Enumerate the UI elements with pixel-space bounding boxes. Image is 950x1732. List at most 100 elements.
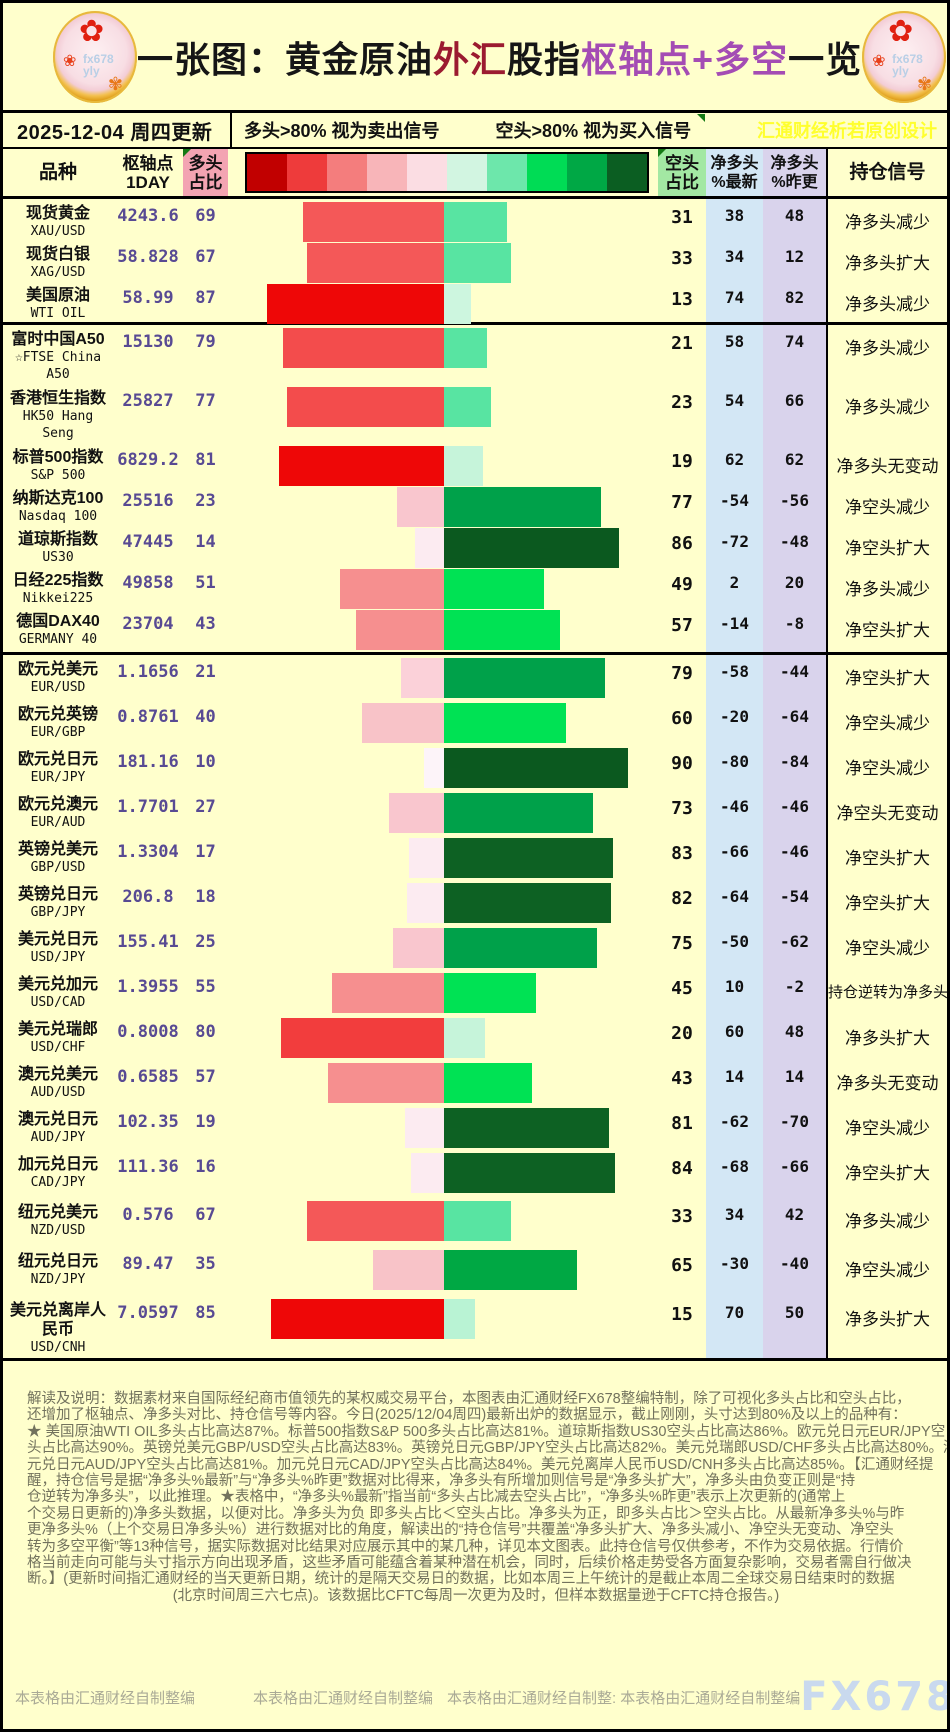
symbol-cell: 纽元兑美元 NZD/USD [3, 1198, 113, 1247]
table-row: 欧元兑英镑 EUR/GBP 0.8761 40 60 -20 -64 净空头减少 [3, 700, 947, 745]
fx678-watermark: FX678 [800, 1674, 950, 1720]
short-pct-value: 15 [671, 1304, 693, 1325]
symbol-cell: 现货黄金 XAU/USD [3, 199, 113, 240]
short-bar-segment [444, 569, 544, 609]
long-short-bar [228, 443, 658, 486]
pivot-value: 181.16 [117, 752, 179, 772]
short-pct-value: 49 [671, 574, 693, 595]
table-credit-text: 本表格由汇通财经自制整编 [253, 1689, 434, 1707]
net-long-latest-value: 58 [706, 325, 763, 384]
long-pct-value: 10 [195, 752, 216, 772]
net-long-previous-value: -56 [763, 484, 826, 525]
short-bar-segment [444, 446, 483, 486]
symbol-code: AUD/JPY [30, 1130, 86, 1145]
long-pct-value: 67 [195, 247, 216, 267]
legend-swatch [447, 154, 487, 191]
net-long-latest-value: -46 [706, 790, 763, 835]
long-short-bar [228, 281, 658, 324]
long-short-bar [228, 1247, 658, 1296]
long-short-bar [228, 700, 658, 745]
net-long-latest-value: 38 [706, 199, 763, 240]
table-row: 纽元兑美元 NZD/USD 0.576 67 33 34 42 净多头减少 [3, 1198, 947, 1247]
symbol-name-cn: 欧元兑日元 [17, 751, 98, 768]
position-signal: 净多头减少 [826, 384, 947, 443]
table-row: 英镑兑美元 GBP/USD 1.3304 17 83 -66 -46 净空头扩大 [3, 835, 947, 880]
net-long-previous-value: -8 [763, 607, 826, 652]
table-row: 纳斯达克100 Nasdaq 100 25516 23 77 -54 -56 净空头减少 [3, 484, 947, 527]
symbol-cell: 加元兑日元 CAD/JPY [3, 1150, 113, 1198]
symbol-name-cn: 现货白银 [25, 246, 90, 263]
excel-note-triangle-icon [697, 114, 706, 122]
short-bar-segment [444, 973, 536, 1013]
table-credit-text: 本表格由汇通财经自制整编 [15, 1689, 196, 1707]
short-pct-value: 75 [671, 933, 693, 954]
long-bar-segment [303, 202, 444, 242]
symbol-code: EUR/GBP [30, 725, 86, 740]
symbol-cell: 欧元兑澳元 EUR/AUD [3, 790, 113, 835]
pivot-value: 206.8 [122, 887, 174, 907]
short-bar-segment [444, 1153, 616, 1193]
position-signal: 净多头减少 [826, 566, 947, 607]
net-long-latest-value: 10 [706, 970, 763, 1015]
symbol-name-cn: 德国DAX40 [16, 613, 100, 630]
long-short-bar [228, 1198, 658, 1247]
short-bar-segment [444, 928, 597, 968]
legend-swatch [487, 154, 527, 191]
long-pct-value: 43 [195, 614, 216, 634]
table-credit-text: 本表格由汇通财经自制整: [447, 1689, 617, 1707]
symbol-name-cn: 纳斯达克100 [12, 490, 104, 507]
pivot-value: 58.99 [122, 288, 174, 308]
symbol-code: Nasdaq 100 [18, 509, 98, 524]
long-pct-value: 23 [195, 491, 216, 511]
pivot-value: 47445 [122, 532, 174, 552]
col-header-short-pct: 空头 占比 [658, 149, 706, 196]
pivot-value: 0.576 [122, 1205, 174, 1225]
pivot-value: 102.35 [117, 1112, 179, 1132]
title-bar: ✿ ❀ ✾ fx678 yly 一张图：黄金原油外汇股指枢轴点+多空一览 ✿ ❀ … [3, 3, 947, 113]
pivot-value: 25516 [122, 491, 174, 511]
col-header-net-previous: 净多头 %昨更 [763, 149, 826, 196]
explanation-line: 元兑日元AUD/JPY空头占比高达81%。加元兑日元CAD/JPY空头占比高达8… [27, 1456, 934, 1473]
flower-icon: ✿ [79, 14, 105, 48]
table-row: 英镑兑日元 GBP/JPY 206.8 18 82 -64 -54 净空头扩大 [3, 880, 947, 925]
legend-swatch [407, 154, 447, 191]
pivot-value: 49858 [122, 573, 174, 593]
long-pct-value: 17 [195, 842, 216, 862]
position-signal: 净空头减少 [826, 484, 947, 525]
net-long-previous-value: -44 [763, 655, 826, 700]
short-bar-segment [444, 487, 602, 527]
position-signal: 净多头减少 [826, 281, 947, 322]
position-signal: 净空头扩大 [826, 1150, 947, 1198]
excel-note-triangle-icon [183, 149, 191, 157]
long-bar-segment [307, 243, 444, 283]
symbol-name-cn: 英镑兑日元 [17, 886, 98, 903]
short-bar-segment [444, 883, 612, 923]
net-long-previous-value: 48 [763, 1015, 826, 1060]
position-signal: 净空头无变动 [826, 790, 947, 835]
long-pct-value: 16 [195, 1157, 216, 1177]
long-pct-value: 14 [195, 532, 216, 552]
symbol-cell: 标普500指数 S&P 500 [3, 443, 113, 484]
long-bar-segment [409, 838, 444, 878]
short-pct-value: 13 [671, 289, 693, 310]
short-pct-value: 81 [671, 1113, 693, 1134]
symbol-code: USD/CNH [30, 1340, 86, 1355]
color-scale-strip [245, 152, 649, 193]
net-long-previous-value: 20 [763, 566, 826, 607]
long-bar-segment [423, 748, 444, 788]
page-title: 一张图：黄金原油外汇股指枢轴点+多空一览 [137, 31, 862, 83]
net-long-latest-value: -64 [706, 880, 763, 925]
short-pct-value: 33 [671, 1206, 693, 1227]
table-row: 标普500指数 S&P 500 6829.2 81 19 62 62 净多头无变动 [3, 443, 947, 486]
position-signal: 净空头减少 [826, 745, 947, 790]
pivot-value: 1.3955 [117, 977, 179, 997]
pivot-value: 58.828 [117, 247, 179, 267]
title-segment: 一张图：黄金原油 [137, 38, 434, 80]
short-bar-segment [444, 1018, 485, 1058]
short-bar-segment [444, 387, 491, 427]
table-row: 美元兑瑞郎 USD/CHF 0.8008 80 20 60 48 净多头扩大 [3, 1015, 947, 1060]
explanation-line: 格当前走向可能与头寸指示方向出现矛盾，这些矛盾可能蕴含着某种潜在机会，同时，后续… [27, 1555, 912, 1572]
position-signal: 持仓逆转为净多头 [826, 970, 947, 1015]
symbol-name-cn: 标普500指数 [12, 449, 104, 466]
position-signal: 净多头扩大 [826, 1296, 947, 1358]
